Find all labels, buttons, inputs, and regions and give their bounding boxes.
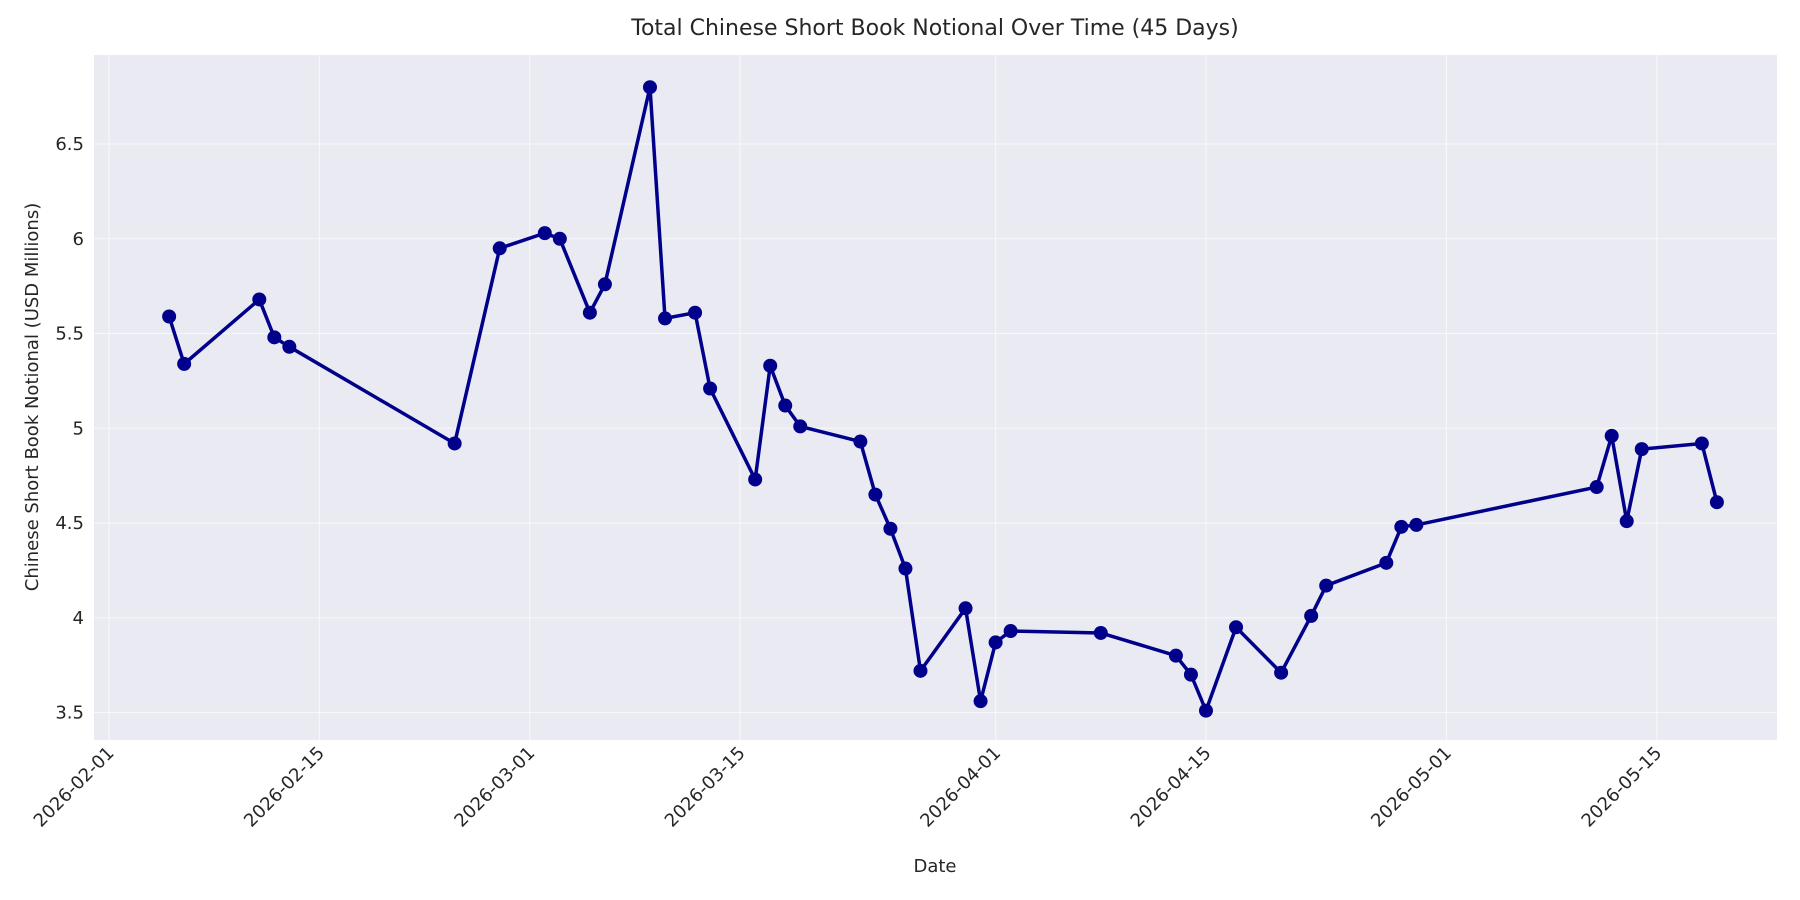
x-axis-label: Date: [913, 856, 956, 877]
chart-title: Total Chinese Short Book Notional Over T…: [630, 16, 1238, 41]
data-point: [597, 277, 612, 292]
data-point: [1229, 620, 1244, 635]
data-point: [1589, 480, 1604, 495]
y-tick-label: 4.5: [55, 513, 84, 534]
y-tick-label: 6.5: [55, 134, 84, 155]
data-point: [1634, 442, 1649, 457]
x-tick-label: 2026-05-01: [1367, 743, 1456, 832]
data-point: [1619, 514, 1634, 529]
data-point: [703, 381, 718, 396]
data-point: [1409, 517, 1424, 532]
data-point: [492, 241, 507, 256]
x-tick-label: 2026-03-01: [450, 743, 539, 832]
data-point: [988, 635, 1003, 650]
data-point: [1379, 555, 1394, 570]
data-point: [763, 358, 778, 373]
data-point: [973, 694, 988, 709]
data-point: [1093, 625, 1108, 640]
data-point: [252, 292, 267, 307]
data-point: [447, 436, 462, 451]
data-point: [537, 226, 552, 241]
x-tick-label: 2026-02-01: [30, 743, 119, 832]
data-point: [898, 561, 913, 576]
x-tick-label: 2026-04-15: [1127, 743, 1216, 832]
data-point: [1604, 428, 1619, 443]
data-point: [642, 80, 657, 95]
plot-area: [94, 55, 1777, 740]
data-point: [853, 434, 868, 449]
data-point: [282, 339, 297, 354]
data-point: [1274, 665, 1289, 680]
data-point: [748, 472, 763, 487]
data-point: [793, 419, 808, 434]
data-point: [778, 398, 793, 413]
y-tick-label: 5: [73, 418, 84, 439]
y-tick-label: 4: [73, 608, 84, 629]
data-point: [582, 305, 597, 320]
data-point: [552, 231, 567, 246]
y-tick-label: 3.5: [55, 703, 84, 724]
data-point: [1694, 436, 1709, 451]
data-point: [958, 601, 973, 616]
data-point: [868, 487, 883, 502]
y-tick-label: 6: [73, 229, 84, 250]
data-point: [267, 330, 282, 345]
data-point: [162, 309, 177, 324]
data-point: [1319, 578, 1334, 593]
data-point: [883, 521, 898, 536]
data-point: [1394, 519, 1409, 534]
x-tick-label: 2026-03-15: [661, 743, 750, 832]
data-point: [658, 311, 673, 326]
data-point: [1168, 648, 1183, 663]
data-point: [1183, 667, 1198, 682]
data-point: [688, 305, 703, 320]
data-point: [1304, 608, 1319, 623]
x-tick-label: 2026-04-01: [916, 743, 1005, 832]
y-axis-label: Chinese Short Book Notional (USD Million…: [22, 203, 43, 591]
data-point: [177, 356, 192, 371]
data-point: [1003, 624, 1018, 639]
x-tick-label: 2026-05-15: [1578, 743, 1667, 832]
y-tick-label: 5.5: [55, 324, 84, 345]
data-point: [913, 663, 928, 678]
data-point: [1198, 703, 1213, 718]
data-point: [1709, 495, 1724, 510]
x-tick-label: 2026-02-15: [240, 743, 329, 832]
